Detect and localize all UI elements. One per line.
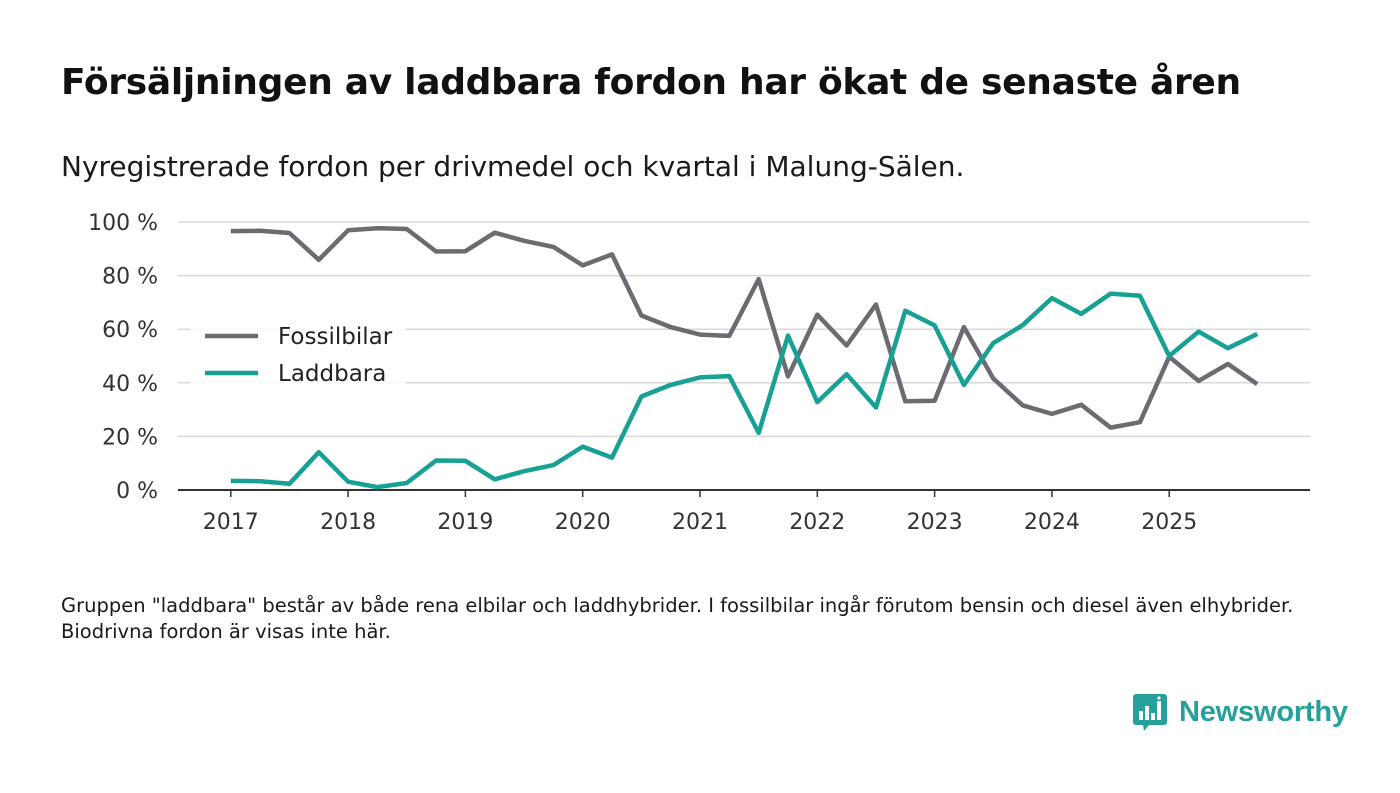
y-axis-tick-labels: 0 % 20 % 40 % 60 % 80 % 100 %: [88, 211, 158, 504]
x-tick-label: 2021: [672, 510, 728, 535]
series-lines: [230, 225, 1259, 490]
legend-label: Fossilbilar: [278, 324, 393, 350]
chart-subtitle: Nyregistrerade fordon per drivmedel och …: [61, 150, 965, 183]
series-line-fossilbilar: [230, 225, 1259, 430]
x-tick-label: 2019: [437, 510, 493, 535]
y-tick-label: 0 %: [116, 479, 158, 504]
brand-name: Newsworthy: [1179, 695, 1348, 728]
x-tick-label: 2022: [789, 510, 845, 535]
footnote: Gruppen "laddbara" består av både rena e…: [61, 594, 1294, 643]
x-tick-label: 2018: [320, 510, 376, 535]
y-tick-label: 40 %: [102, 372, 158, 397]
x-axis-tick-labels: 2017 2018 2019 2020 2021 2022 2023 2024 2025: [203, 510, 1197, 535]
series-line-laddbara: [230, 291, 1259, 490]
y-gridlines: [178, 221, 1310, 438]
x-tick-label: 2023: [907, 510, 963, 535]
y-tick-label: 80 %: [102, 265, 158, 290]
legend: Fossilbilar Laddbara: [190, 312, 405, 394]
chart-title: Försäljningen av laddbara fordon har öka…: [61, 62, 1241, 103]
newsworthy-logo-icon: [1133, 694, 1167, 731]
brand-logo: Newsworthy: [1133, 692, 1348, 732]
legend-background: [190, 312, 405, 394]
y-tick-label: 100 %: [88, 211, 158, 236]
line-chart: 0 % 20 % 40 % 60 % 80 % 100 % 2017 2018 2019 202…: [88, 211, 1310, 535]
y-tick-label: 20 %: [102, 425, 158, 450]
legend-label: Laddbara: [278, 361, 386, 387]
y-tick-label: 60 %: [102, 318, 158, 343]
x-tick-label: 2017: [203, 510, 259, 535]
x-tick-label: 2024: [1024, 510, 1080, 535]
x-tick-label: 2025: [1141, 510, 1197, 535]
x-tick-label: 2020: [555, 510, 611, 535]
x-axis: [178, 489, 1310, 497]
